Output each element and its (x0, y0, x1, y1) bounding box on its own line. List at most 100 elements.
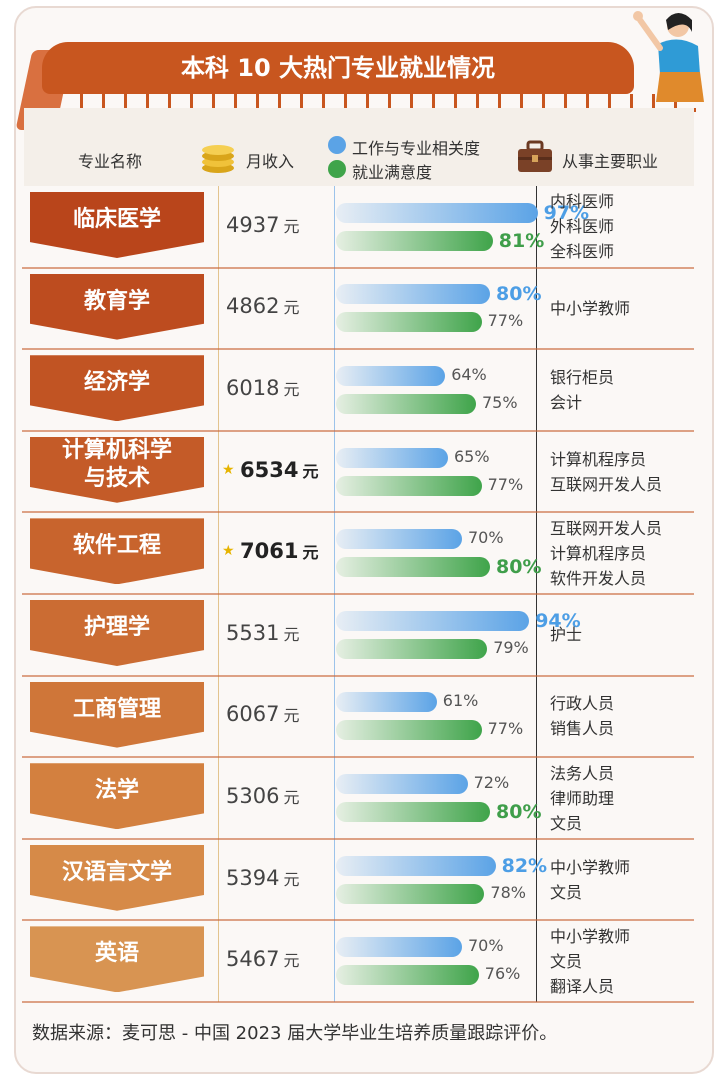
jobs-list: 中小学教师 文员 (550, 855, 630, 905)
income-number: 6067 (226, 702, 280, 727)
satisfaction-value: 76% (484, 964, 521, 984)
satisfaction-bar (336, 720, 482, 741)
major-ribbon: 临床医学 (30, 192, 204, 258)
satisfaction-bar (336, 557, 490, 578)
satisfaction-bar (336, 883, 485, 904)
income-unit: 元 (283, 869, 300, 889)
satisfaction-bar (336, 802, 490, 822)
header-income: 月收入 (246, 152, 295, 171)
job-item: 中小学教师 (550, 926, 631, 946)
income-unit: 元 (283, 951, 300, 971)
relevance-bar (336, 855, 496, 876)
star-icon: ★ (222, 543, 235, 560)
job-item: 行政人员 (550, 694, 615, 714)
job-item: 文员 (550, 813, 583, 833)
relevance-bar (336, 610, 530, 631)
income-number: 6534 (240, 457, 299, 482)
job-item: 软件开发人员 (550, 568, 647, 588)
row-divider (22, 348, 694, 351)
income-unit: 元 (283, 788, 300, 807)
major-ribbon: 教育学 (30, 273, 204, 340)
satisfaction-bar (336, 475, 482, 496)
major-ribbon: 软件工程 (30, 518, 204, 585)
job-item: 文员 (550, 951, 583, 971)
income-number: 6018 (226, 376, 280, 400)
relevance-value: 70% (468, 936, 504, 956)
briefcase-icon (518, 140, 552, 172)
major-label: 汉语言文学 (61, 859, 172, 885)
income-number: 5394 (226, 865, 280, 890)
income-value: 7061 元 (240, 539, 340, 563)
satisfaction-bar (336, 312, 482, 333)
income-unit: 元 (283, 706, 300, 726)
income-number: 4937 (226, 212, 280, 237)
income-unit: 元 (283, 624, 300, 644)
jobs-list: 计算机程序员 互联网开发人员 (550, 447, 662, 497)
relevance-value: 70% (468, 528, 504, 548)
jobs-list: 护士 (550, 622, 582, 647)
job-item: 互联网开发人员 (550, 474, 663, 494)
income-value: 5306 元 (226, 784, 326, 808)
major-ribbon: 计算机科学 与技术 (30, 436, 204, 503)
legend-relevance-dot (328, 136, 346, 154)
major-label: 经济学 (83, 370, 150, 396)
header-major: 专业名称 (78, 152, 143, 171)
job-item: 互联网开发人员 (550, 518, 663, 538)
job-item: 外科医师 (550, 217, 615, 237)
relevance-bar (336, 284, 490, 305)
relevance-value: 97% (543, 201, 590, 224)
income-number: 5531 (226, 620, 280, 645)
relevance-bar (336, 529, 462, 550)
header-jobs: 从事主要职业 (562, 152, 659, 171)
major-label: 软件工程 (72, 533, 161, 559)
satisfaction-value: 81% (498, 229, 545, 252)
job-item: 会计 (550, 393, 583, 412)
job-item: 银行柜员 (550, 368, 615, 387)
legend-satisfaction-label: 就业满意度 (352, 163, 433, 182)
relevance-value: 61% (442, 691, 479, 711)
relevance-value: 64% (451, 365, 487, 384)
job-item: 中小学教师 (550, 857, 631, 877)
row-divider (22, 429, 694, 432)
income-value: 6534 元 (240, 458, 340, 482)
relevance-bar (336, 937, 462, 958)
major-label: 计算机科学 与技术 (61, 437, 172, 491)
satisfaction-value: 77% (487, 311, 524, 331)
satisfaction-bar (336, 638, 488, 659)
major-label: 法学 (94, 778, 139, 804)
job-item: 中小学教师 (550, 298, 631, 318)
income-number: 4862 (226, 294, 280, 319)
relevance-value: 65% (454, 446, 490, 466)
row-divider (22, 756, 694, 759)
jobs-list: 法务人员 律师助理 文员 (550, 761, 614, 836)
legend-relevance-label: 工作与专业相关度 (352, 139, 481, 158)
income-value: 5531 元 (226, 621, 326, 645)
relevance-bar (336, 692, 437, 713)
income-number: 5306 (226, 784, 280, 808)
job-item: 法务人员 (550, 763, 615, 783)
jobs-list: 行政人员 销售人员 (550, 691, 614, 741)
major-label: 工商管理 (72, 696, 161, 722)
satisfaction-value: 78% (490, 882, 526, 902)
major-label: 临床医学 (72, 206, 161, 232)
major-label: 英语 (94, 941, 139, 967)
major-ribbon: 护理学 (30, 600, 204, 666)
jobs-list: 银行柜员 会计 (550, 365, 614, 415)
income-value: 6067 元 (226, 702, 326, 726)
row-divider (22, 511, 694, 514)
relevance-bar (336, 366, 446, 386)
job-item: 计算机程序员 (550, 543, 647, 563)
satisfaction-bar (336, 965, 479, 986)
jobs-list: 中小学教师 (550, 296, 630, 321)
jobs-list: 互联网开发人员 计算机程序员 软件开发人员 (550, 516, 662, 591)
header-card (24, 108, 694, 186)
income-value: 4862 元 (226, 294, 326, 318)
jobs-list: 内科医师 外科医师 全科医师 (550, 189, 614, 264)
relevance-bar (336, 447, 448, 468)
row-divider (22, 1001, 694, 1003)
row-divider (22, 837, 694, 840)
pointing-person-illustration (633, 11, 704, 102)
star-icon: ★ (222, 461, 235, 478)
job-item: 销售人员 (550, 719, 615, 739)
satisfaction-bar (336, 230, 493, 251)
